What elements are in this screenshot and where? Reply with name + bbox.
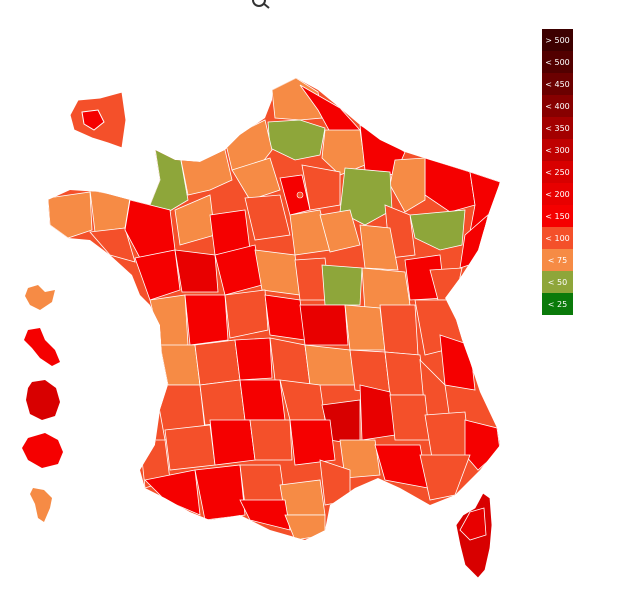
department[interactable] <box>209 419 256 466</box>
department[interactable] <box>321 264 363 306</box>
department[interactable] <box>194 339 241 386</box>
department[interactable] <box>319 209 361 253</box>
department[interactable] <box>159 344 201 386</box>
department[interactable] <box>174 249 219 293</box>
department[interactable] <box>374 444 429 489</box>
zoom-icon[interactable] <box>250 0 272 10</box>
department[interactable] <box>164 424 216 471</box>
department[interactable] <box>149 294 189 351</box>
department[interactable] <box>361 267 411 311</box>
department[interactable] <box>224 119 273 171</box>
department[interactable] <box>459 507 487 541</box>
department[interactable] <box>239 499 291 531</box>
legend-item: < 150 <box>542 205 573 227</box>
department[interactable] <box>439 334 476 391</box>
department[interactable] <box>304 344 356 386</box>
department[interactable] <box>269 337 311 386</box>
department[interactable] <box>249 419 293 461</box>
department[interactable] <box>224 289 269 339</box>
department[interactable] <box>379 304 419 356</box>
overseas-territory[interactable] <box>26 380 60 420</box>
legend-item: < 450 <box>542 73 573 95</box>
overseas-territory[interactable] <box>22 433 63 468</box>
department[interactable] <box>264 294 306 341</box>
department[interactable] <box>134 249 181 301</box>
department[interactable] <box>289 419 336 466</box>
legend-item: < 100 <box>542 227 573 249</box>
department[interactable] <box>149 147 189 213</box>
legend-item: < 300 <box>542 139 573 161</box>
color-legend: > 500 < 500 < 450 < 400 < 350 < 300 < 250 < 200… <box>542 29 573 315</box>
department[interactable] <box>409 209 466 251</box>
department[interactable] <box>89 189 131 233</box>
department[interactable] <box>244 194 291 241</box>
department[interactable] <box>301 164 341 211</box>
legend-item: < 250 <box>542 161 573 183</box>
department[interactable] <box>299 304 349 346</box>
legend-item: < 200 <box>542 183 573 205</box>
legend-item: < 400 <box>542 95 573 117</box>
department[interactable] <box>339 167 393 226</box>
department[interactable] <box>344 304 386 351</box>
department[interactable] <box>384 351 426 396</box>
department[interactable] <box>239 379 286 421</box>
legend-item: < 25 <box>542 293 573 315</box>
legend-item: < 75 <box>542 249 573 271</box>
legend-item: < 50 <box>542 271 573 293</box>
department[interactable] <box>194 464 246 521</box>
mainland-france <box>48 78 500 540</box>
department[interactable] <box>424 411 471 459</box>
paris-area[interactable] <box>296 191 304 199</box>
department[interactable] <box>359 384 396 441</box>
legend-item: < 350 <box>542 117 573 139</box>
department[interactable] <box>48 191 93 239</box>
overseas-territory[interactable] <box>25 285 55 310</box>
overseas-territory[interactable] <box>24 328 60 366</box>
department[interactable] <box>239 464 286 506</box>
department[interactable] <box>419 454 471 501</box>
department[interactable] <box>389 394 431 441</box>
department[interactable] <box>359 224 399 271</box>
department[interactable] <box>231 157 281 201</box>
department[interactable] <box>234 337 273 381</box>
legend-item: < 500 <box>542 51 573 73</box>
department[interactable] <box>89 227 136 263</box>
department[interactable] <box>184 294 229 346</box>
department[interactable] <box>199 379 246 426</box>
department[interactable] <box>144 469 201 516</box>
department[interactable] <box>254 249 301 296</box>
overseas-territory[interactable] <box>81 109 105 131</box>
department[interactable] <box>284 514 326 540</box>
overseas-territory[interactable] <box>30 488 52 522</box>
legend-item: > 500 <box>542 29 573 51</box>
department[interactable] <box>339 439 381 479</box>
